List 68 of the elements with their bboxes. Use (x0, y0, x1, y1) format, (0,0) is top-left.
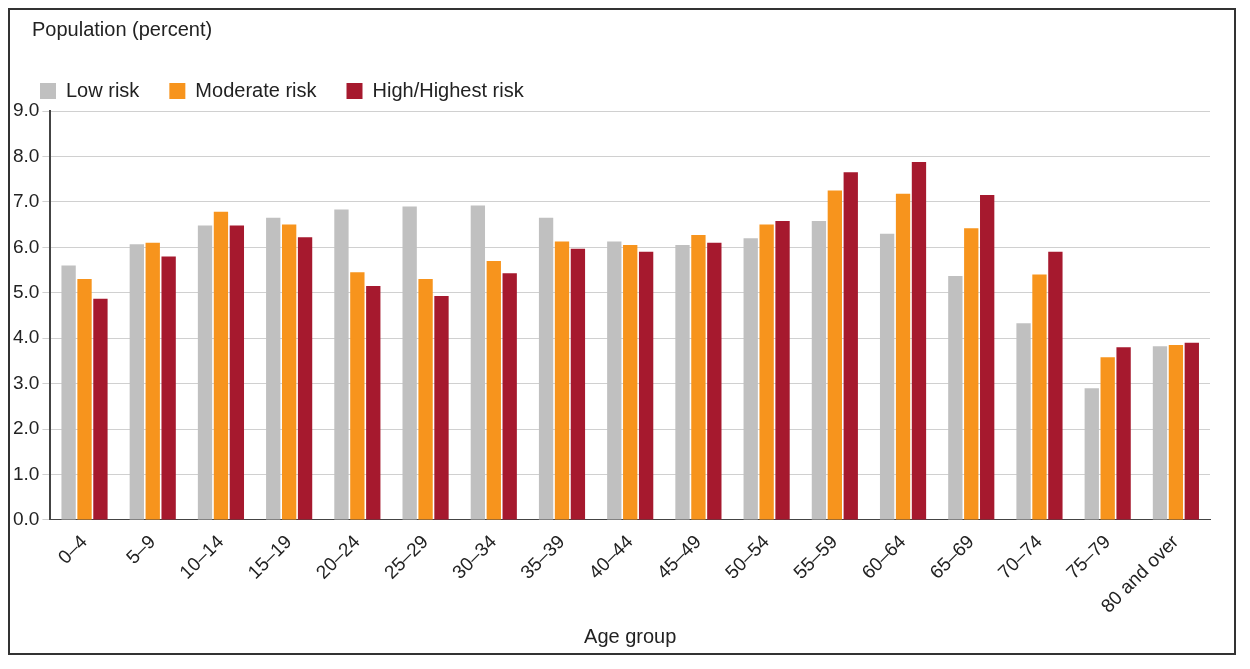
legend-label: Low risk (66, 78, 141, 101)
bar (964, 228, 979, 520)
bar (811, 220, 827, 520)
bar (229, 225, 245, 520)
bar (470, 205, 486, 520)
y-axis-title: Population (percent) (31, 17, 214, 41)
bar (675, 245, 690, 520)
x-tick-label: 0–4 (53, 530, 92, 568)
y-tick-label: 3.0 (12, 371, 40, 393)
bar (145, 242, 160, 520)
bar (879, 233, 895, 520)
bar (402, 206, 417, 520)
bar (1152, 346, 1168, 520)
bar (334, 209, 349, 520)
bar (1168, 344, 1184, 520)
bar (502, 273, 517, 520)
bar (161, 256, 176, 520)
legend-label: High/Highest risk (372, 78, 525, 101)
y-tick-label: 9.0 (12, 99, 40, 121)
bar (691, 235, 706, 520)
bar (843, 172, 858, 520)
bar (366, 285, 381, 520)
bar (623, 245, 638, 520)
bar (434, 295, 449, 520)
bar (538, 217, 554, 520)
y-tick-label: 2.0 (12, 417, 40, 439)
bar (1032, 274, 1047, 520)
bar (297, 237, 313, 520)
bar (418, 279, 433, 520)
bar (350, 272, 365, 520)
bar (570, 248, 586, 520)
y-tick-label: 1.0 (12, 462, 40, 484)
x-axis-title: Age group (584, 624, 677, 647)
bar (1100, 357, 1115, 520)
bar (281, 224, 297, 520)
bar (895, 193, 911, 520)
bar (607, 241, 622, 520)
bar (486, 260, 501, 520)
y-tick-label: 7.0 (12, 190, 40, 212)
bar (77, 279, 92, 520)
bar (1048, 251, 1063, 520)
y-tick-label: 5.0 (12, 280, 40, 302)
bar (197, 225, 213, 520)
x-tick-label: 5–9 (121, 530, 160, 568)
bar (1116, 347, 1131, 520)
y-tick-label: 0.0 (12, 508, 40, 530)
bar (129, 244, 144, 520)
bar (93, 298, 108, 520)
bar (554, 241, 570, 520)
y-tick-label: 4.0 (12, 326, 40, 348)
bar (266, 217, 281, 520)
bar (61, 265, 76, 520)
bar (827, 190, 842, 520)
bar (1084, 388, 1099, 520)
legend-label: Moderate risk (195, 78, 318, 101)
y-tick-label: 8.0 (12, 144, 40, 166)
y-tick-label: 6.0 (12, 235, 40, 257)
bar (775, 220, 790, 520)
bar (1016, 323, 1031, 520)
bar (213, 211, 229, 520)
bar (759, 224, 774, 520)
bar (638, 251, 654, 520)
bar (911, 161, 927, 520)
bar (948, 275, 963, 520)
bar (1184, 342, 1199, 520)
bar (707, 242, 722, 520)
bar (980, 195, 995, 520)
bar (743, 238, 758, 520)
